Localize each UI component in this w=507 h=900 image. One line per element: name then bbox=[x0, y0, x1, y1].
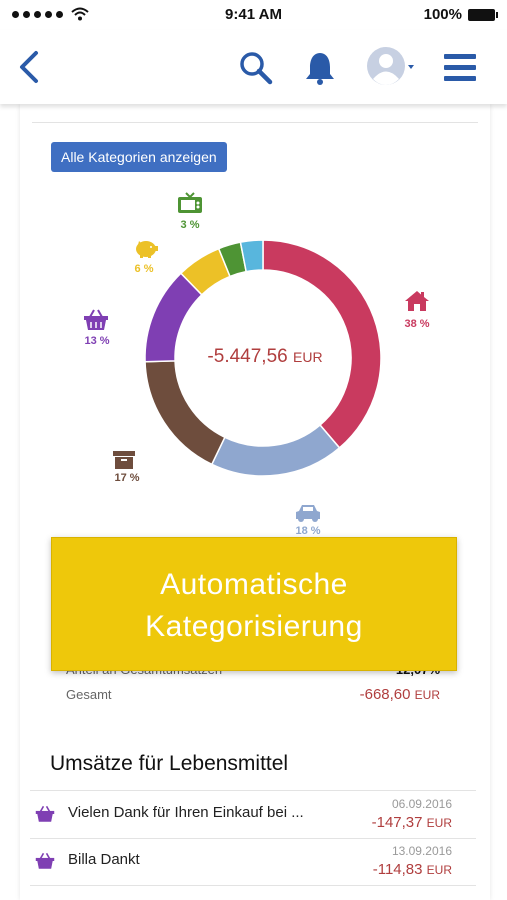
feature-highlight-banner: Automatische Kategorisierung bbox=[51, 537, 457, 671]
transaction-row[interactable]: Vielen Dank für Ihren Einkauf bei ... 06… bbox=[30, 792, 476, 838]
archive-box-icon bbox=[113, 451, 135, 469]
transaction-description: Vielen Dank für Ihren Einkauf bei ... bbox=[68, 804, 304, 821]
home-percent: 38 % bbox=[404, 318, 430, 330]
piggy-bank-icon bbox=[136, 241, 158, 258]
search-icon[interactable] bbox=[238, 50, 274, 86]
transaction-row[interactable]: Billa Dankt 13.09.2016 -114,83 EUR bbox=[30, 839, 476, 885]
divider bbox=[30, 790, 476, 791]
groceries-percent: 13 % bbox=[84, 335, 110, 347]
total-row: Gesamt -668,60 EUR bbox=[66, 686, 440, 703]
donut-segment-1[interactable] bbox=[210, 423, 341, 477]
category-donut-chart bbox=[144, 239, 382, 477]
content-card bbox=[20, 104, 490, 900]
transaction-date: 13.09.2016 bbox=[391, 844, 452, 858]
shopping-basket-icon bbox=[84, 309, 108, 330]
total-value: -668,60 EUR bbox=[359, 686, 440, 703]
divider bbox=[30, 885, 476, 886]
total-label: Gesamt bbox=[66, 687, 112, 702]
transaction-date: 06.09.2016 bbox=[391, 797, 452, 811]
donut-segment-2[interactable] bbox=[144, 360, 226, 466]
top-navigation-bar bbox=[0, 30, 507, 104]
transaction-description: Billa Dankt bbox=[68, 851, 140, 868]
show-all-categories-button[interactable]: Alle Kategorien anzeigen bbox=[51, 142, 227, 172]
status-time: 9:41 AM bbox=[225, 6, 282, 23]
donut-segment-0[interactable] bbox=[262, 239, 382, 449]
bell-icon[interactable] bbox=[302, 50, 338, 86]
status-bar: 9:41 AM 100% bbox=[0, 0, 507, 30]
user-avatar-icon[interactable] bbox=[366, 46, 416, 88]
banner-line-2: Kategorisierung bbox=[145, 610, 363, 643]
battery-icon bbox=[468, 8, 498, 21]
shopping-basket-icon bbox=[35, 852, 55, 869]
transactions-title: Umsätze für Lebensmittel bbox=[50, 752, 289, 775]
tv-icon bbox=[178, 192, 202, 213]
chart-total-amount: -5.447,56 EUR bbox=[207, 346, 323, 367]
top-divider bbox=[32, 122, 478, 123]
hamburger-menu-icon[interactable] bbox=[442, 52, 478, 82]
transaction-amount: -147,37 EUR bbox=[371, 814, 452, 831]
archive-percent: 17 % bbox=[114, 472, 140, 484]
battery-percent: 100% bbox=[423, 6, 462, 23]
banner-line-1: Automatische bbox=[160, 568, 348, 601]
chevron-left-icon[interactable] bbox=[16, 50, 42, 84]
home-icon bbox=[405, 291, 429, 311]
savings-percent: 6 % bbox=[134, 263, 154, 275]
shopping-basket-icon bbox=[35, 805, 55, 822]
donut-segment-6[interactable] bbox=[239, 239, 264, 273]
car-icon bbox=[296, 505, 320, 522]
wifi-icon bbox=[71, 7, 89, 21]
transaction-amount: -114,83 EUR bbox=[372, 861, 452, 878]
divider bbox=[30, 838, 476, 839]
signal-strength bbox=[12, 7, 89, 21]
media-percent: 3 % bbox=[180, 219, 200, 231]
car-percent: 18 % bbox=[295, 525, 321, 537]
